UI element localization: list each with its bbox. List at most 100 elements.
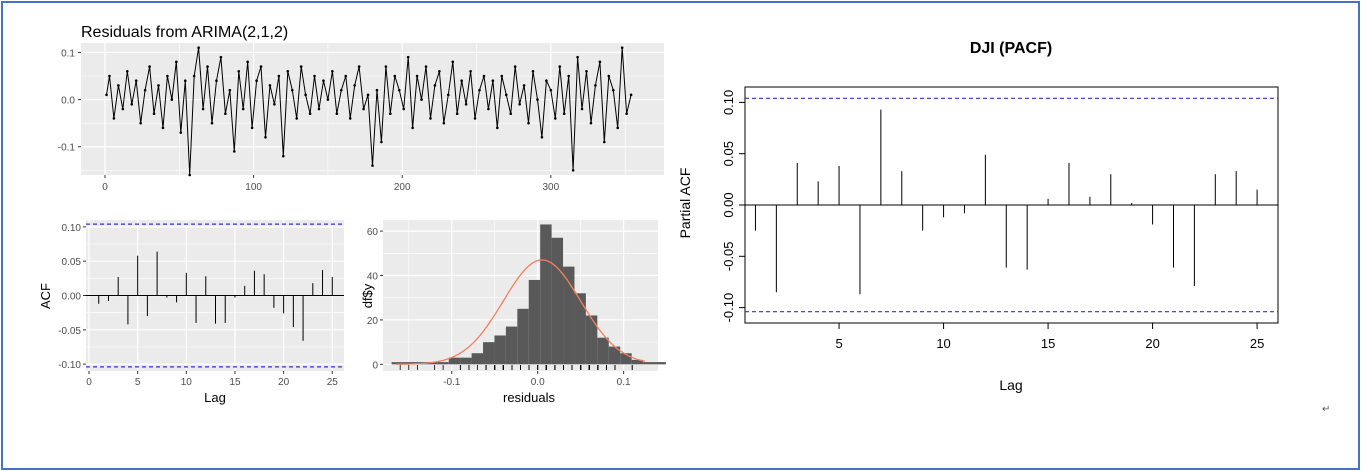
x-tick-label: 25 [1250, 336, 1264, 351]
histogram-bar [608, 346, 621, 365]
residual-point [545, 79, 548, 83]
panel-background [81, 43, 664, 175]
residual-point [620, 46, 624, 50]
y-tick-label: -0.05 [58, 326, 81, 337]
hist-ylabel: df$y [360, 283, 375, 308]
residual-point [295, 117, 299, 120]
histogram-bar [574, 293, 586, 365]
residual-point [576, 55, 579, 59]
residual-point [594, 84, 597, 87]
residual-point [232, 150, 236, 153]
y-tick-label: 0.05 [62, 257, 82, 268]
residual-point [134, 79, 138, 83]
y-tick-label: -0.1 [58, 143, 76, 154]
y-tick-label: -0.10 [721, 293, 736, 323]
residual-point [616, 126, 620, 130]
residual-point [112, 117, 116, 120]
histogram-bar [643, 362, 655, 365]
residual-point [513, 65, 517, 68]
histogram-bar [437, 362, 449, 365]
residual-point [117, 84, 120, 87]
residual-point [308, 112, 312, 116]
residual-point [339, 88, 343, 92]
residual-point [482, 74, 486, 78]
residual-point [255, 79, 258, 83]
residual-point [353, 84, 356, 87]
acf-ylabel: ACF [38, 283, 53, 309]
histogram-bar [448, 357, 461, 365]
residual-point [299, 65, 303, 68]
y-tick-label: 0.00 [721, 192, 736, 217]
residual-point [246, 60, 249, 64]
y-tick-label: 20 [367, 316, 379, 327]
residual-point [322, 79, 325, 83]
x-tick-label: 15 [229, 377, 241, 388]
histogram-bar [631, 359, 644, 365]
residual-point [415, 74, 419, 78]
residual-point [264, 135, 267, 139]
residual-point [558, 65, 562, 68]
residual-point [397, 88, 401, 92]
residual-point [313, 74, 316, 78]
residual-point [589, 121, 593, 125]
residuals-time-plot: 0.1 0.0 -0.1 0 100 200 300 [58, 43, 664, 193]
residual-point [166, 74, 169, 78]
residual-point [170, 98, 174, 101]
histogram-bar [540, 224, 552, 365]
residual-point [326, 98, 330, 101]
pacf-title: DJI (PACF) [970, 40, 1052, 57]
residual-point [473, 117, 477, 120]
histogram-bar [620, 353, 632, 365]
residual-point [491, 79, 495, 83]
residual-point [571, 168, 575, 172]
x-tick-label: 25 [327, 377, 339, 388]
histogram-bar [505, 326, 518, 365]
residual-point [580, 107, 584, 111]
x-tick-label: 5 [835, 336, 842, 351]
y-tick-label: 0.05 [721, 141, 736, 166]
residual-point [375, 88, 379, 92]
residual-point [206, 65, 209, 68]
histogram-bar [528, 279, 541, 365]
residual-point [585, 69, 588, 73]
residual-point [161, 126, 165, 130]
residual-point [152, 112, 156, 116]
residual-point [201, 107, 205, 111]
y-tick-label: 0.10 [721, 90, 736, 115]
residual-point [536, 98, 539, 101]
residual-point [424, 65, 428, 68]
x-tick-label: 0.0 [531, 377, 545, 388]
pacf-plot: 0.10 0.05 0.00 -0.05 -0.10 5 10 15 20 25 [721, 86, 1279, 351]
residual-point [344, 74, 348, 78]
residual-point [121, 107, 125, 111]
residual-point [393, 74, 397, 78]
residual-point [215, 79, 218, 83]
residual-point [268, 84, 272, 87]
y-tick-label: 60 [367, 227, 379, 238]
residual-point [562, 112, 566, 116]
histogram-bar [494, 335, 506, 365]
x-tick-label: 200 [394, 182, 411, 193]
residual-point [259, 65, 263, 68]
residual-point [125, 69, 129, 73]
residual-point [357, 65, 361, 68]
residual-point [429, 117, 432, 120]
y-tick-label: 40 [367, 272, 379, 283]
x-tick-label: 20 [1145, 336, 1159, 351]
y-tick-label: -0.05 [721, 241, 736, 271]
residual-point [304, 93, 307, 97]
residual-point [402, 107, 406, 111]
residual-point [384, 65, 388, 68]
residual-point [469, 69, 472, 73]
residual-point [335, 112, 339, 116]
residual-histogram: 60 40 20 0 -0.1 0.0 0.1 [367, 220, 666, 388]
x-tick-label: 100 [245, 182, 262, 193]
residuals-title: Residuals from ARIMA(2,1,2) [81, 24, 288, 41]
residual-point [183, 79, 187, 83]
histogram-bar [403, 362, 415, 365]
histogram-bar [551, 237, 564, 365]
residual-point [607, 74, 611, 78]
residual-point [446, 93, 450, 97]
residual-point [629, 93, 633, 97]
histogram-bar [471, 353, 484, 365]
